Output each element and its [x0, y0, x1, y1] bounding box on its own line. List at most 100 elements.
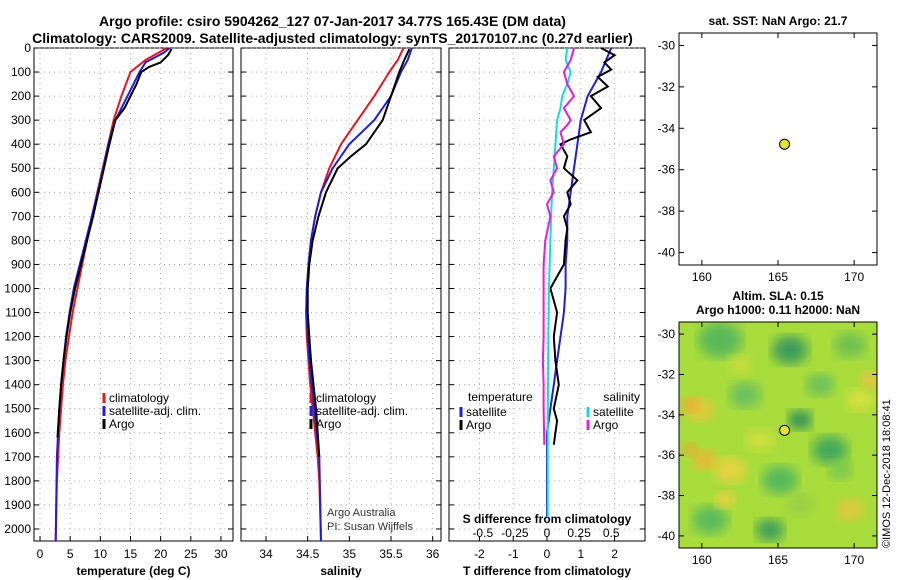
sst_map-lat-label: -34 [658, 121, 676, 135]
depth-tick-label: 1000 [4, 281, 31, 295]
sla-heatmap-cell [836, 498, 864, 522]
temperature-legend-label: Argo [109, 417, 135, 431]
credit-line2: PI: Susan Wijffels [327, 521, 413, 533]
difference-s-tick-label: -0.5 [472, 526, 493, 540]
salinity-xtick-label: 34.5 [296, 547, 320, 561]
salinity-series-climatology [304, 47, 405, 542]
sla_map-lon-label: 165 [768, 553, 788, 567]
depth-tick-label: 2000 [4, 522, 31, 536]
depth-tick-label: 1600 [4, 426, 31, 440]
depth-tick-label: 1100 [5, 306, 31, 320]
salinity-frame [240, 47, 442, 542]
salinity-series-satellite-adj--clim- [305, 47, 413, 542]
depth-tick-label: 1500 [4, 402, 31, 416]
temperature-legend-label: climatology [109, 391, 169, 405]
difference-xtick-label: -1 [508, 547, 519, 561]
plot-panels: 0100200300400500600700800900100011001200… [4, 14, 878, 578]
difference-legend-temperature-heading: temperature [468, 390, 533, 404]
temperature-xtick-label: 5 [67, 547, 74, 561]
salinity-xtick-label: 35 [343, 547, 357, 561]
depth-tick-label: 0 [24, 41, 31, 55]
sla-heatmap-cell [692, 505, 728, 535]
depth-tick-label: 1800 [4, 474, 31, 488]
depth-tick-label: 800 [11, 233, 31, 247]
sla-heatmap-cell [860, 372, 877, 388]
figure-title-line1: Argo profile: csiro 5904262_127 07-Jan-2… [99, 13, 566, 29]
depth-tick-label: 1700 [4, 450, 31, 464]
sla-heatmap-cell [788, 410, 812, 430]
depth-tick-label: 700 [11, 209, 31, 223]
sst_map-argo-float-marker [779, 138, 791, 150]
sla-heatmap-cell [756, 518, 784, 542]
difference-legend-label: satellite [593, 405, 634, 419]
sla_map-lon-label: 170 [844, 553, 864, 567]
sst_map-lat-label: -40 [658, 246, 676, 260]
difference-series-temperature-argo [549, 47, 617, 445]
depth-tick-label: 1400 [4, 378, 31, 392]
salinity-xtick-label: 34 [259, 547, 273, 561]
credit-line1: Argo Australia [327, 507, 396, 519]
sla-heatmap-cell [806, 373, 834, 397]
temperature-xtick-label: 30 [214, 547, 228, 561]
sla_map-lat-label: -30 [658, 327, 676, 341]
sst_map-lat-label: -32 [658, 80, 676, 94]
sst_map-lon-label: 160 [692, 270, 712, 284]
salinity-legend-label: satellite-adj. clim. [316, 404, 408, 418]
depth-tick-label: 500 [11, 161, 31, 175]
depth-tick-label: 100 [11, 65, 31, 79]
sla-heatmap-cell [746, 428, 774, 452]
difference-xlabel-top: S difference from climatology [463, 512, 632, 526]
sla-heatmap-cell [682, 443, 698, 457]
sst_map-lat-label: -30 [658, 38, 676, 52]
depth-tick-label: 400 [11, 137, 31, 151]
sla_map-argo-float-marker [779, 424, 791, 436]
salinity-legend-label: Argo [316, 417, 342, 431]
difference-series-salinity-argo [541, 47, 576, 445]
sla-heatmap-cell [846, 388, 874, 412]
depth-tick-label: 300 [11, 113, 31, 127]
sst_map-lat-label: -36 [658, 163, 676, 177]
depth-tick-label: 900 [11, 257, 31, 271]
sla-heatmap-cell [772, 335, 808, 365]
figure-title-line2: Climatology: CARS2009. Satellite-adjuste… [32, 30, 633, 46]
difference-xtick-label: 1 [577, 547, 584, 561]
difference-legend-label: satellite [466, 405, 507, 419]
temperature-xtick-label: 15 [124, 547, 138, 561]
sla_map-lat-label: -36 [658, 448, 676, 462]
sla-heatmap-cell [762, 465, 798, 495]
temperature-xtick-label: 25 [184, 547, 198, 561]
sla_map-lat-label: -40 [658, 529, 676, 543]
sla-heatmap-cell [834, 332, 866, 358]
temperature-series-climatology [54, 47, 168, 542]
sla-heatmap-cell [828, 460, 852, 480]
difference-series-temperature-satellite [546, 47, 613, 517]
sst_map-frame [678, 32, 878, 266]
salinity-xtick-label: 36 [426, 547, 440, 561]
temperature-xlabel: temperature (deg C) [76, 564, 190, 578]
difference-s-tick-label: 0.5 [603, 526, 620, 540]
depth-tick-label: 600 [11, 185, 31, 199]
salinity-xlabel: salinity [320, 564, 362, 578]
sla_map-lat-label: -38 [658, 489, 676, 503]
salinity-series-argo [306, 48, 411, 457]
temperature-frame [33, 47, 234, 542]
sst_map-lon-label: 165 [768, 270, 788, 284]
difference-xtick-label: 2 [611, 547, 618, 561]
salinity-legend-label: climatology [316, 391, 376, 405]
sst_map-lon-label: 170 [844, 270, 864, 284]
difference-series-salinity-satellite [546, 47, 572, 517]
temperature-series-argo [56, 48, 173, 438]
sla-heatmap-field [679, 322, 877, 548]
sla_map-title-line1: Altim. SLA: 0.15 [732, 289, 824, 303]
sla_map-lon-label: 160 [692, 553, 712, 567]
temperature-xtick-label: 20 [154, 547, 168, 561]
depth-tick-label: 1900 [4, 498, 31, 512]
sla-heatmap-cell [812, 435, 848, 465]
difference-s-tick-label: 0.25 [567, 526, 591, 540]
sla_map-lat-label: -34 [658, 408, 676, 422]
sst_map-title-line1: sat. SST: NaN Argo: 21.7 [709, 14, 848, 28]
sla-heatmap-cell [715, 492, 735, 508]
difference-legend-salinity-heading: salinity [603, 390, 640, 404]
sla-heatmap-cell [698, 322, 742, 358]
